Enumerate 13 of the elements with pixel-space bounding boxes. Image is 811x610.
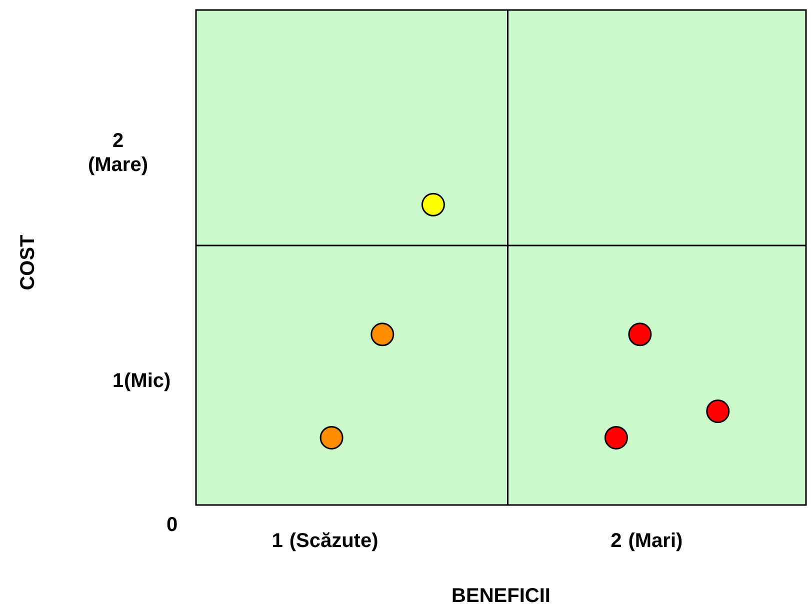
text: (Mare) — [88, 154, 148, 176]
point — [628, 322, 652, 346]
text: (Mic) — [124, 370, 171, 392]
y-axis-title: COST — [17, 234, 39, 290]
point — [706, 400, 730, 424]
point — [421, 192, 445, 216]
point — [370, 322, 394, 346]
text: (Scăzute) — [289, 530, 378, 552]
point — [604, 426, 628, 450]
point — [320, 426, 344, 450]
text: (Mari) — [628, 530, 683, 552]
text: 0 — [166, 514, 178, 536]
x-axis-title: BENEFICII — [452, 585, 550, 607]
